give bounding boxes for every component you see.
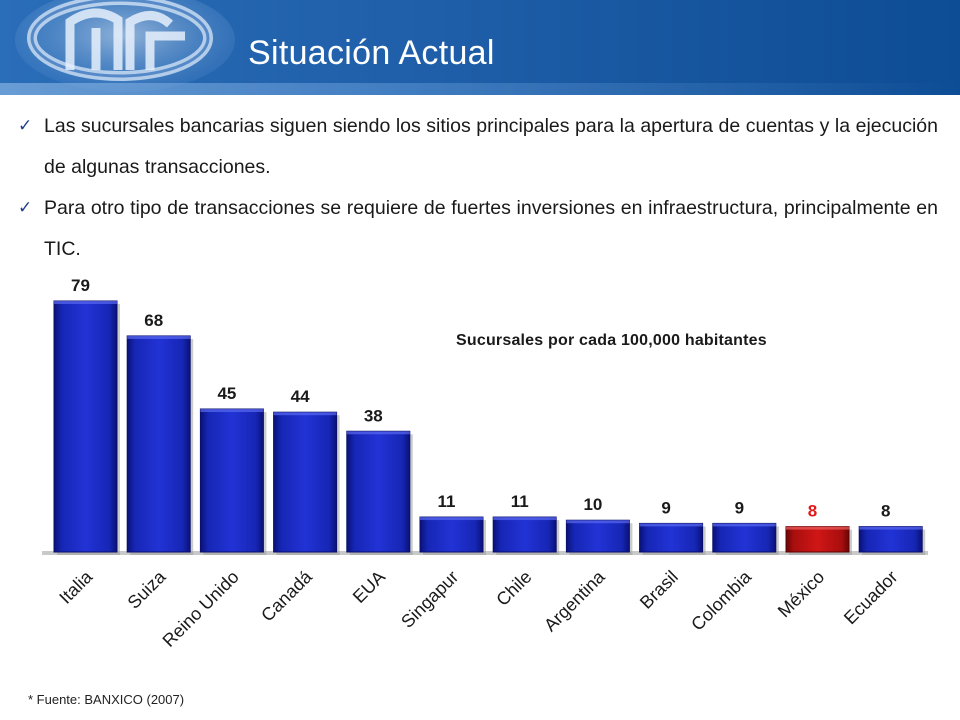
bar-top-highlight: [420, 517, 483, 521]
chart-title: Sucursales por cada 100,000 habitantes: [456, 332, 767, 349]
bar-méxico: [785, 526, 850, 553]
bar-top-highlight: [859, 526, 923, 530]
bar-argentina: [565, 519, 630, 553]
category-label: Reino Unido: [159, 567, 243, 651]
data-label: 8: [881, 502, 890, 521]
data-label: 79: [71, 276, 90, 295]
data-label: 8: [808, 502, 817, 521]
bullet-text: Para otro tipo de transacciones se requi…: [44, 197, 938, 260]
category-label: EUA: [349, 567, 389, 607]
bar-top-highlight: [273, 412, 337, 416]
category-label: Italia: [55, 566, 97, 608]
data-label: 10: [583, 495, 602, 514]
bar-italia: [53, 300, 118, 553]
bullet-item: ✓ Para otro tipo de transacciones se req…: [18, 188, 938, 270]
data-label: 9: [661, 498, 670, 517]
category-label: Ecuador: [840, 567, 902, 629]
category-label: Suiza: [124, 566, 171, 613]
bar-chart: 79 Italia 68 Suiza 45 Reino Unido 44 Canadá 38 EU…: [42, 276, 928, 651]
bar-singapur: [419, 516, 484, 553]
category-label: Canadá: [257, 566, 316, 625]
category-label: Chile: [492, 567, 535, 610]
bar-brasil: [639, 522, 704, 553]
category-label: Brasil: [636, 567, 682, 613]
source-footnote: * Fuente: BANXICO (2007): [28, 692, 185, 707]
bar-reino-unido: [199, 408, 264, 553]
institution-logo: [15, 0, 235, 92]
bullet-text: Las sucursales bancarias siguen siendo l…: [44, 115, 938, 178]
bar-top-highlight: [639, 523, 703, 527]
data-label: 38: [364, 406, 383, 425]
bar-top-highlight: [493, 517, 557, 521]
check-icon: ✓: [18, 116, 33, 136]
check-icon: ✓: [18, 198, 33, 218]
header-stripe: [0, 83, 960, 95]
bullet-item: ✓ Las sucursales bancarias siguen siendo…: [18, 106, 938, 188]
category-label: Argentina: [540, 566, 609, 635]
bar-top-highlight: [127, 335, 191, 339]
category-label: Singapur: [397, 567, 462, 632]
header-band: [0, 0, 960, 95]
bar-suiza: [126, 335, 191, 553]
bar-canadá: [273, 411, 338, 553]
data-label: 11: [511, 492, 529, 511]
bar-top-highlight: [54, 301, 117, 304]
bar-ecuador: [858, 526, 923, 553]
bar-chile: [492, 516, 557, 553]
bar-eua: [346, 430, 411, 553]
category-label: México: [774, 567, 828, 621]
bullet-list: ✓ Las sucursales bancarias siguen siendo…: [18, 106, 938, 270]
bar-colombia: [712, 522, 777, 553]
bar-top-highlight: [566, 520, 630, 524]
slide-title: Situación Actual: [248, 34, 495, 72]
category-label: Colombia: [687, 566, 756, 635]
bar-top-highlight: [346, 431, 410, 435]
data-label: 45: [217, 384, 236, 403]
bar-top-highlight: [712, 523, 776, 527]
data-label: 44: [291, 387, 310, 406]
data-label: 68: [144, 311, 163, 330]
data-label: 11: [438, 492, 456, 511]
bar-top-highlight: [786, 526, 849, 530]
data-label: 9: [735, 498, 744, 517]
bar-top-highlight: [200, 409, 264, 413]
